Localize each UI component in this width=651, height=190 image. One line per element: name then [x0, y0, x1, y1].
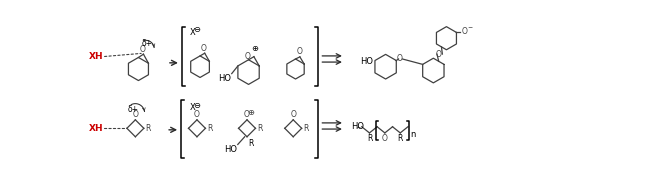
Text: XH: XH — [89, 52, 104, 61]
Text: R: R — [249, 139, 254, 148]
Text: O: O — [436, 50, 441, 59]
Text: R: R — [303, 124, 309, 133]
Text: O: O — [245, 52, 251, 61]
Text: O: O — [290, 110, 296, 119]
Text: X: X — [189, 28, 195, 36]
Text: XH: XH — [89, 124, 103, 133]
Text: O: O — [462, 27, 467, 36]
Text: HO: HO — [218, 74, 231, 83]
Text: O: O — [396, 55, 402, 63]
Text: R: R — [145, 124, 151, 133]
Text: R: R — [207, 124, 212, 133]
Text: ⊕: ⊕ — [251, 44, 258, 53]
Text: O: O — [244, 110, 250, 119]
Text: R: R — [398, 135, 403, 143]
Text: O: O — [382, 134, 388, 143]
Text: O: O — [132, 110, 138, 119]
Text: O: O — [140, 45, 146, 54]
Text: HO: HO — [351, 122, 364, 131]
Text: ⊕: ⊕ — [247, 108, 255, 117]
Text: R: R — [257, 124, 262, 133]
Text: δ+: δ+ — [128, 105, 139, 114]
Text: ⊖: ⊖ — [193, 25, 201, 34]
Text: HO: HO — [224, 145, 237, 154]
Text: HO: HO — [359, 57, 372, 66]
Text: O: O — [194, 110, 200, 119]
Text: ⊖: ⊖ — [193, 101, 201, 110]
Text: R: R — [367, 135, 372, 143]
Text: n: n — [410, 130, 415, 139]
Text: δ+: δ+ — [142, 39, 153, 48]
Text: O: O — [201, 44, 207, 53]
Text: X: X — [189, 103, 195, 112]
Text: ⁻: ⁻ — [467, 25, 473, 35]
Text: O: O — [296, 48, 302, 56]
